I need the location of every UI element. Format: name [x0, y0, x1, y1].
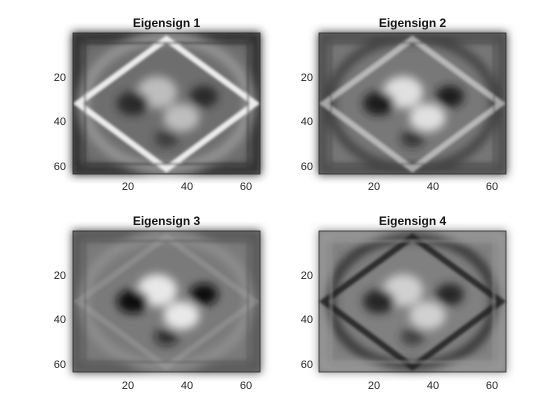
y-tick-label: 40 — [301, 116, 313, 128]
x-ticks: 20 40 60 — [368, 380, 498, 392]
y-tick-label: 20 — [54, 270, 66, 282]
y-ticks: 20 40 60 — [54, 72, 66, 173]
subplot-3: Eigensign 3 20 40 60 20 40 60 — [54, 214, 261, 392]
axes-box — [318, 32, 507, 175]
axes-box — [72, 32, 261, 175]
x-ticks: 20 40 60 — [122, 181, 252, 193]
x-tick-label: 40 — [181, 181, 193, 193]
y-tick-label: 40 — [301, 314, 313, 326]
x-tick-label: 60 — [240, 380, 252, 392]
x-ticks: 20 40 60 — [368, 181, 498, 193]
subplot-1: Eigensign 1 20 40 60 20 40 60 — [54, 16, 261, 193]
y-tick-label: 20 — [301, 72, 313, 84]
image-area — [318, 32, 507, 175]
y-tick-label: 60 — [54, 161, 66, 173]
subplot-title: Eigensign 4 — [379, 214, 447, 228]
y-tick-label: 60 — [54, 359, 66, 371]
y-tick-label: 60 — [301, 161, 313, 173]
x-tick-label: 40 — [427, 380, 439, 392]
x-tick-label: 20 — [368, 181, 380, 193]
subplot-2: Eigensign 2 20 40 60 20 40 60 — [301, 16, 507, 193]
x-tick-label: 20 — [368, 380, 380, 392]
subplot-4: Eigensign 4 20 40 60 20 40 60 — [301, 214, 507, 392]
x-ticks: 20 40 60 — [122, 380, 252, 392]
subplot-title: Eigensign 2 — [379, 16, 447, 30]
x-tick-label: 20 — [122, 380, 134, 392]
x-tick-label: 60 — [486, 181, 498, 193]
x-tick-label: 20 — [122, 181, 134, 193]
x-tick-label: 40 — [427, 181, 439, 193]
diamond-outline — [72, 233, 261, 371]
subplot-title: Eigensign 3 — [133, 214, 201, 228]
image-area — [72, 230, 261, 373]
y-tick-label: 60 — [301, 359, 313, 371]
image-area — [318, 230, 507, 373]
diamond-outline — [318, 35, 507, 173]
y-ticks: 20 40 60 — [301, 72, 313, 173]
y-tick-label: 20 — [54, 72, 66, 84]
diamond-outline — [72, 35, 261, 173]
x-tick-label: 40 — [181, 380, 193, 392]
x-tick-label: 60 — [240, 181, 252, 193]
y-ticks: 20 40 60 — [54, 270, 66, 371]
subplot-title: Eigensign 1 — [133, 16, 201, 30]
y-tick-label: 40 — [54, 116, 66, 128]
y-ticks: 20 40 60 — [301, 270, 313, 371]
axes-box — [72, 230, 261, 373]
y-tick-label: 20 — [301, 270, 313, 282]
axes-box — [318, 230, 507, 373]
y-tick-label: 40 — [54, 314, 66, 326]
diamond-outline — [318, 233, 507, 371]
image-area — [72, 32, 261, 175]
x-tick-label: 60 — [486, 380, 498, 392]
